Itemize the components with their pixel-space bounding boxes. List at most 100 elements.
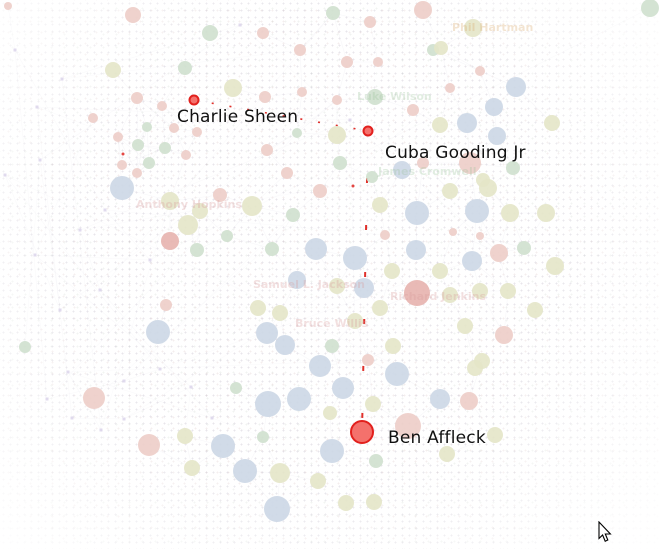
graph-node[interactable]: [211, 434, 235, 458]
graph-node[interactable]: [546, 257, 564, 275]
graph-node[interactable]: [213, 188, 227, 202]
graph-node[interactable]: [177, 428, 193, 444]
highlighted-node-ben-affleck[interactable]: [350, 420, 374, 444]
graph-node[interactable]: [117, 160, 127, 170]
graph-node[interactable]: [132, 139, 144, 151]
graph-node[interactable]: [467, 360, 483, 376]
graph-node[interactable]: [366, 494, 382, 510]
graph-node[interactable]: [490, 244, 508, 262]
graph-node[interactable]: [287, 387, 311, 411]
graph-node[interactable]: [221, 230, 233, 242]
graph-node[interactable]: [310, 473, 326, 489]
graph-node[interactable]: [439, 446, 455, 462]
graph-node[interactable]: [364, 16, 376, 28]
node-layer[interactable]: [3, 0, 660, 522]
graph-node[interactable]: [445, 83, 455, 93]
graph-node[interactable]: [385, 338, 401, 354]
graph-node[interactable]: [159, 142, 171, 154]
graph-node[interactable]: [261, 144, 273, 156]
graph-node[interactable]: [143, 157, 155, 169]
graph-node[interactable]: [242, 196, 262, 216]
graph-node[interactable]: [328, 126, 346, 144]
graph-node[interactable]: [138, 434, 160, 456]
graph-node[interactable]: [365, 396, 381, 412]
graph-node[interactable]: [475, 66, 485, 76]
graph-node[interactable]: [264, 496, 290, 522]
graph-node[interactable]: [527, 302, 543, 318]
graph-node[interactable]: [395, 413, 421, 439]
graph-node[interactable]: [432, 117, 448, 133]
graph-node[interactable]: [313, 184, 327, 198]
graph-node[interactable]: [233, 459, 257, 483]
graph-node[interactable]: [434, 41, 448, 55]
graph-node[interactable]: [373, 57, 383, 67]
graph-node[interactable]: [460, 392, 478, 410]
graph-node[interactable]: [113, 132, 123, 142]
graph-node[interactable]: [501, 204, 519, 222]
graph-node[interactable]: [161, 192, 179, 210]
graph-node[interactable]: [544, 115, 560, 131]
graph-node[interactable]: [362, 354, 374, 366]
graph-node[interactable]: [142, 122, 152, 132]
graph-node[interactable]: [338, 495, 354, 511]
graph-node[interactable]: [332, 95, 342, 105]
graph-node[interactable]: [286, 208, 300, 222]
graph-node[interactable]: [641, 0, 659, 17]
graph-node[interactable]: [160, 299, 172, 311]
graph-node[interactable]: [488, 127, 506, 145]
graph-node[interactable]: [506, 77, 526, 97]
graph-node[interactable]: [292, 128, 302, 138]
graph-node[interactable]: [479, 179, 497, 197]
graph-node[interactable]: [430, 389, 450, 409]
graph-node[interactable]: [459, 152, 481, 174]
graph-node[interactable]: [272, 305, 288, 321]
graph-node[interactable]: [190, 243, 204, 257]
graph-node[interactable]: [442, 183, 458, 199]
graph-node[interactable]: [442, 287, 458, 303]
graph-node[interactable]: [131, 92, 143, 104]
graph-node[interactable]: [500, 283, 516, 299]
graph-node[interactable]: [464, 19, 482, 37]
graph-node[interactable]: [305, 238, 327, 260]
graph-node[interactable]: [465, 199, 489, 223]
graph-node[interactable]: [224, 79, 242, 97]
graph-node[interactable]: [161, 232, 179, 250]
graph-node[interactable]: [169, 123, 179, 133]
graph-node[interactable]: [250, 300, 266, 316]
graph-node[interactable]: [184, 460, 200, 476]
graph-node[interactable]: [366, 171, 378, 183]
graph-node[interactable]: [393, 161, 411, 179]
graph-node[interactable]: [320, 439, 344, 463]
graph-node[interactable]: [385, 362, 409, 386]
graph-node[interactable]: [341, 56, 353, 68]
graph-node[interactable]: [485, 98, 503, 116]
graph-node[interactable]: [457, 318, 473, 334]
graph-node[interactable]: [281, 167, 293, 179]
graph-node[interactable]: [487, 427, 503, 443]
graph-node[interactable]: [256, 322, 278, 344]
graph-node[interactable]: [404, 280, 430, 306]
graph-node[interactable]: [230, 382, 242, 394]
graph-node[interactable]: [297, 87, 307, 97]
graph-node[interactable]: [417, 157, 429, 169]
graph-node[interactable]: [343, 246, 367, 270]
graph-node[interactable]: [462, 251, 482, 271]
graph-node[interactable]: [326, 6, 340, 20]
graph-node[interactable]: [323, 406, 337, 420]
graph-node[interactable]: [181, 150, 191, 160]
graph-node[interactable]: [367, 89, 383, 105]
graph-node[interactable]: [146, 320, 170, 344]
graph-node[interactable]: [432, 263, 448, 279]
graph-node[interactable]: [457, 113, 477, 133]
graph-node[interactable]: [476, 232, 484, 240]
graph-node[interactable]: [178, 61, 192, 75]
graph-node[interactable]: [288, 271, 306, 289]
graph-node[interactable]: [125, 7, 141, 23]
graph-node[interactable]: [384, 263, 400, 279]
graph-node[interactable]: [449, 228, 457, 236]
graph-node[interactable]: [257, 431, 269, 443]
highlighted-node-charlie-sheen[interactable]: [188, 94, 200, 106]
graph-node[interactable]: [157, 101, 167, 111]
graph-node[interactable]: [407, 104, 419, 116]
